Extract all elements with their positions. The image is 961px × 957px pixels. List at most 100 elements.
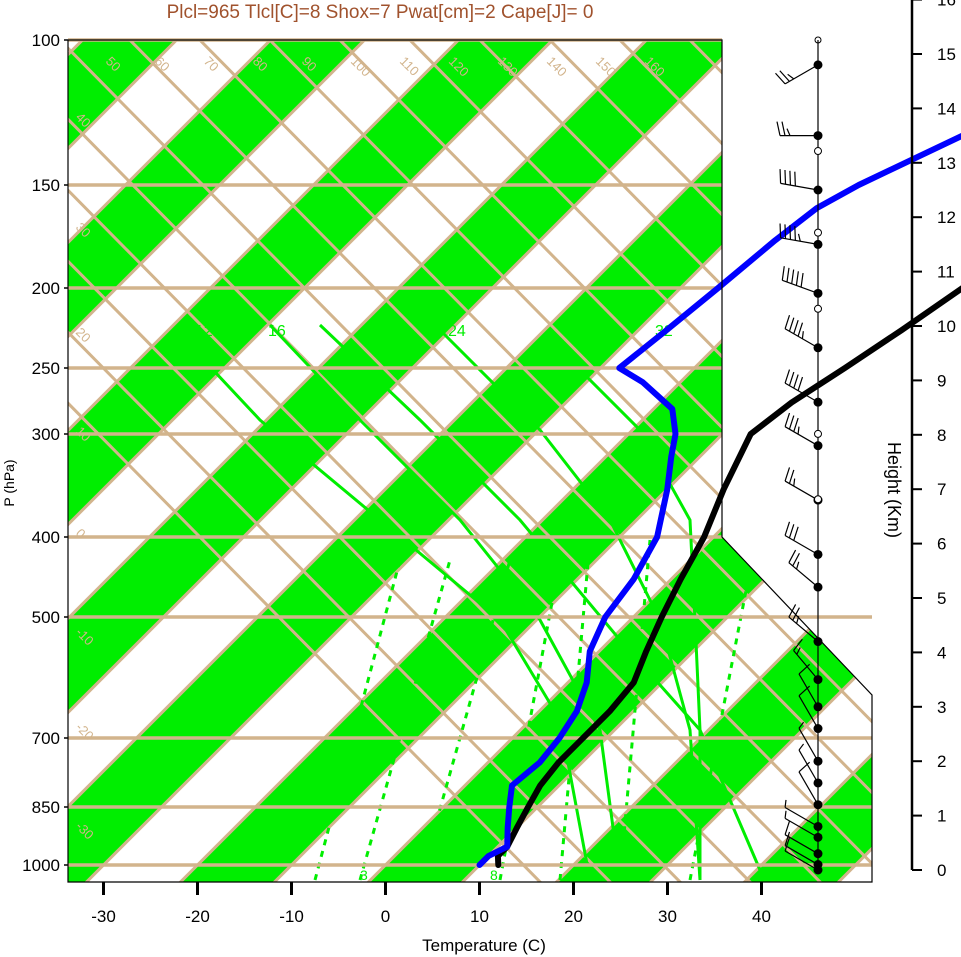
height-tick-label: 13	[937, 154, 956, 173]
wind-barb-feather	[797, 233, 801, 242]
p-tick-label: 700	[32, 729, 60, 748]
dry-adiabat-label: 30	[849, 634, 879, 664]
wind-barb-feather	[793, 478, 796, 487]
wind-barb-feather	[784, 521, 791, 536]
dry-adiabat-label: 10	[749, 529, 779, 559]
x-tick-label: -10	[279, 907, 304, 926]
wind-barb-feather	[779, 169, 782, 184]
height-tick-label: 8	[937, 426, 946, 445]
wind-barb-feather	[798, 761, 811, 773]
wind-barb-feather	[788, 371, 795, 386]
isotherm-label: 0	[73, 526, 89, 542]
dry-adiabat-line	[258, 40, 872, 882]
temperature-line	[494, 285, 961, 868]
x-axis-label: Temperature (C)	[422, 936, 546, 955]
isotherm-line	[68, 40, 564, 882]
mixing-ratio-line	[688, 569, 752, 881]
wind-barb-feather	[800, 272, 804, 288]
p-tick-label: 250	[32, 359, 60, 378]
wind-barb-feather	[798, 685, 811, 697]
wind-barb-staff	[784, 850, 819, 871]
wind-barb-feather	[792, 552, 800, 567]
dry-adiabat-line	[68, 40, 872, 882]
dry-adiabat-line	[748, 40, 872, 882]
y-axis-label: P (hPa)	[1, 459, 17, 506]
height-tick-label: 5	[937, 589, 946, 608]
height-tick-label: 3	[937, 698, 946, 717]
wind-barb-column	[775, 36, 823, 875]
wind-barb-feather	[788, 469, 795, 484]
band-stripe	[68, 40, 563, 882]
dry-adiabat-line	[188, 40, 872, 882]
band-stripe	[68, 40, 751, 882]
wind-barb-feather	[798, 721, 805, 729]
mixing-label: 8	[490, 867, 498, 883]
wind-barb-feather	[793, 526, 799, 541]
height-tick-label: 10	[937, 317, 956, 336]
isotherm-line	[68, 40, 470, 882]
dry-adiabat-line	[468, 40, 872, 882]
wind-barb-feather	[793, 417, 799, 432]
p-tick-label: 500	[32, 608, 60, 627]
wind-barb-feather	[788, 524, 795, 539]
wind-barb-feather	[781, 121, 786, 136]
p-tick-label: 100	[32, 31, 60, 50]
height-tick-label: 12	[937, 208, 956, 227]
height-tick-label: 14	[937, 99, 956, 118]
wind-open-marker	[814, 304, 822, 313]
wind-barb-feather	[784, 820, 791, 835]
moist-adiabat	[553, 343, 702, 880]
wind-barb-staff	[784, 534, 819, 555]
mixing-label: 3	[360, 867, 368, 883]
wind-barb-staff	[784, 382, 819, 403]
isotherm-label: -20	[73, 720, 97, 744]
wind-barb-feather	[798, 663, 811, 675]
dry-adiabat-line	[118, 40, 872, 882]
wind-barb-feather	[781, 266, 785, 281]
height-tick-label: 4	[937, 643, 946, 662]
wind-barb-feather	[792, 607, 800, 621]
wind-barb-feather	[788, 317, 795, 332]
plot-border	[67, 39, 873, 883]
height-tick-label: 11	[937, 263, 955, 282]
wind-barb-feather	[786, 267, 790, 283]
x-tick-label: 0	[381, 907, 390, 926]
mixing-ratio-line	[358, 559, 452, 881]
wind-barb-feather	[784, 369, 791, 384]
wind-barb-feather	[784, 314, 791, 329]
wind-barb-staff	[788, 616, 819, 642]
wind-barb-staff	[798, 695, 819, 729]
wind-barb-feather	[789, 170, 792, 186]
wind-barb-staff	[780, 237, 819, 245]
isotherm-line	[68, 40, 752, 882]
isotherm-line	[639, 40, 872, 882]
wind-barb-feather	[794, 171, 796, 187]
wind-barb-feather	[788, 415, 795, 430]
x-tick-label: 30	[658, 907, 677, 926]
dry-adiabat-line	[68, 40, 622, 882]
wind-barb-feather	[788, 604, 797, 618]
isotherm-line	[68, 40, 282, 882]
wind-barb-feather	[775, 72, 786, 85]
wind-barb-feather	[796, 647, 801, 655]
wind-open-marker	[814, 429, 822, 438]
wind-barb-feather	[793, 374, 799, 389]
isotherm-label: 100	[348, 54, 374, 80]
height-axis-label: Height (Km)	[884, 442, 904, 538]
dry-adiabat-line	[68, 40, 552, 882]
wind-barb-feather	[784, 831, 791, 846]
wind-barb-staff	[798, 727, 819, 762]
mixing-ratio-line	[418, 559, 512, 881]
isotherm-label: 70	[201, 54, 222, 75]
p-tick-label: 300	[32, 425, 60, 444]
wind-barb-staff	[782, 279, 819, 294]
wind-barb-feather	[786, 128, 791, 136]
wind-barb-staff	[784, 64, 819, 85]
wind-barb-staff	[784, 845, 819, 866]
x-tick-label: -20	[185, 907, 210, 926]
wind-barb-feather	[795, 561, 800, 570]
isotherm-line	[169, 40, 872, 882]
